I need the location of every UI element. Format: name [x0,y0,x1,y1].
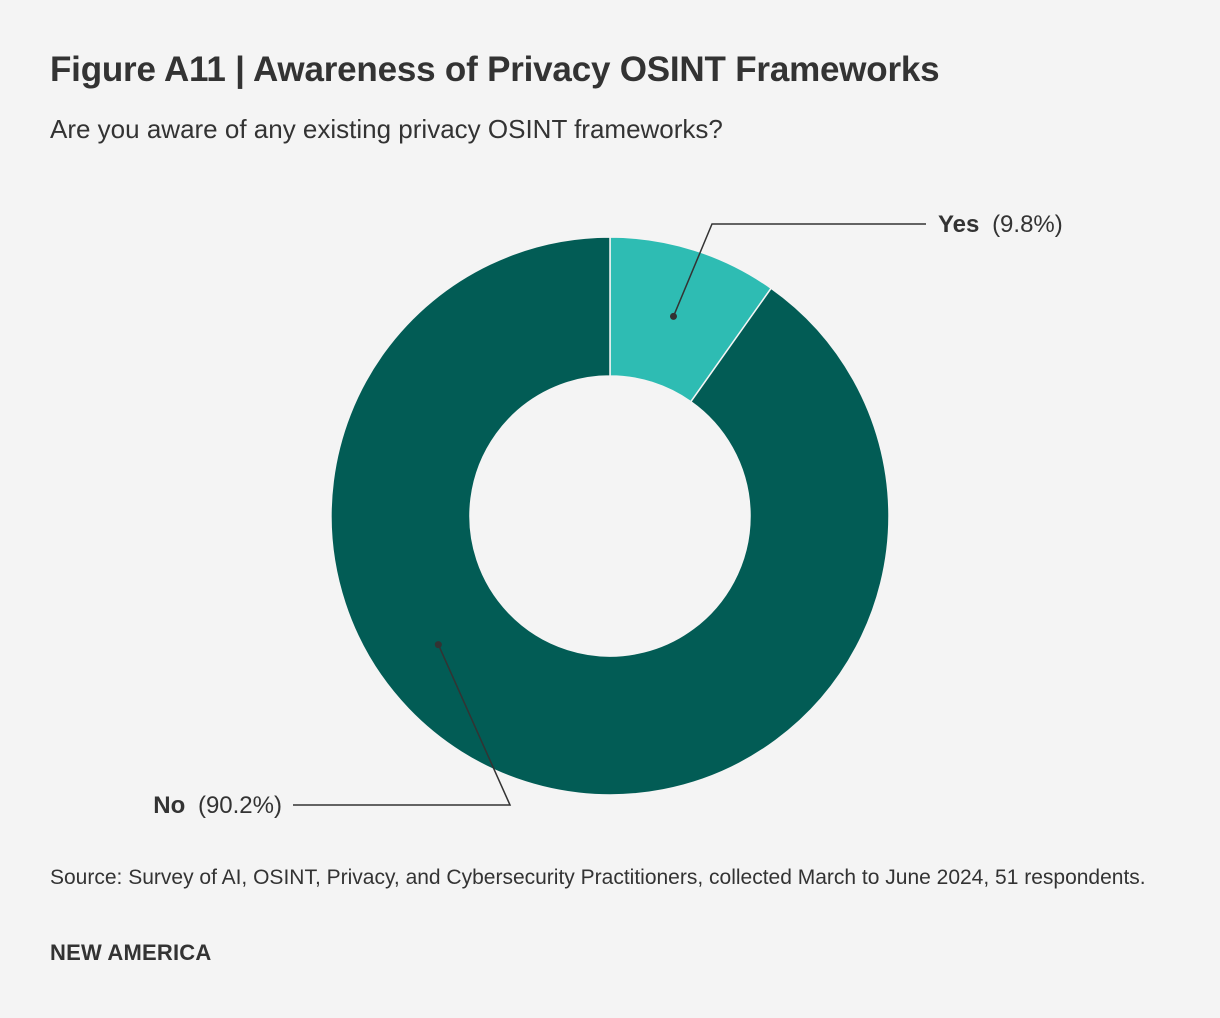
leader-line-yes [672,223,926,317]
slice-no [330,236,890,796]
brand-logo-text: NEW AMERICA [50,940,212,965]
data-label-no-value: (90.2%) [198,792,282,819]
leader-line-no [293,644,512,806]
leader-dot-no [434,641,442,649]
data-label-yes-value: (9.8%) [992,211,1063,238]
chart-subtitle: Are you aware of any existing privacy OS… [50,114,723,144]
leader-dot-yes [669,312,677,320]
data-label-yes: Yes (9.8%) [938,211,1063,238]
chart-title: Figure A11 | Awareness of Privacy OSINT … [50,50,940,89]
slices-group [330,236,890,796]
source-note: Source: Survey of AI, OSINT, Privacy, an… [50,866,1146,889]
data-label-no: No (90.2%) [153,792,282,819]
leaders-group [293,223,926,806]
data-label-yes-name: Yes [938,211,979,238]
data-label-no-name: No [153,792,185,819]
